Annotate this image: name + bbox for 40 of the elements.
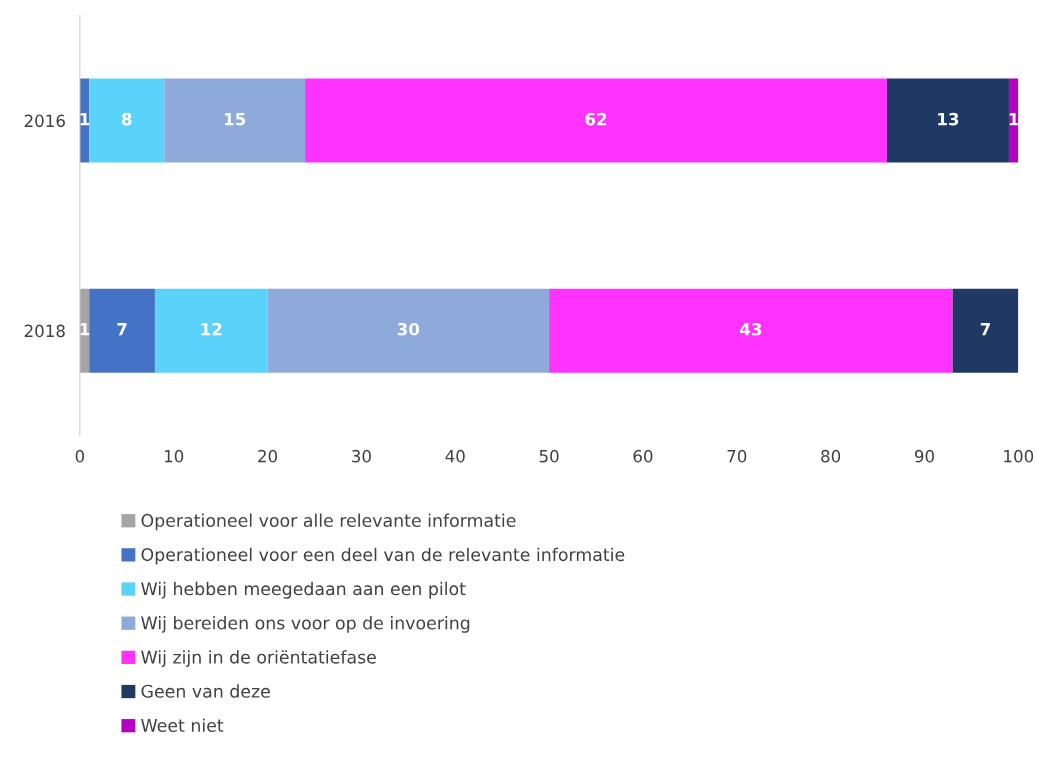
x-tick-label: 10 <box>164 449 184 463</box>
bar <box>549 288 953 373</box>
legend-label: Wij bereiden ons voor op de invoering <box>141 616 470 633</box>
bar <box>267 288 550 373</box>
data-label: 62 <box>585 112 607 126</box>
data-label: 1 <box>80 113 90 126</box>
bar <box>952 288 1019 373</box>
bar <box>305 78 887 163</box>
legend-label: Operationeel voor alle relevante informatie <box>141 513 516 531</box>
bar <box>164 78 306 163</box>
bar <box>886 78 1009 163</box>
data-label: 8 <box>121 112 132 126</box>
legend-label: Wij hebben meegedaan aan een pilot <box>141 581 466 599</box>
legend-label: Weet niet <box>141 718 224 732</box>
x-tick-label: 50 <box>539 449 559 463</box>
x-tick-label: 60 <box>633 449 653 463</box>
data-label: 7 <box>980 323 990 336</box>
x-tick-label: 100 <box>1004 449 1034 463</box>
data-label: 43 <box>740 322 762 336</box>
x-tick-label: 30 <box>352 449 371 463</box>
x-tick-label: 80 <box>821 449 841 463</box>
legend-label: Operationeel voor een deel van de relevante informatie <box>141 547 625 565</box>
y-tick-label: 2016 <box>24 114 65 128</box>
x-tick-label: 40 <box>445 449 465 463</box>
data-label: 15 <box>224 113 246 126</box>
legend-label: Wij zijn in de oriëntatiefase <box>141 650 376 667</box>
data-label: 12 <box>201 322 222 336</box>
legend-label: Geen van deze <box>141 684 270 698</box>
data-label: 7 <box>117 323 127 336</box>
y-tick-label: 2018 <box>24 324 65 338</box>
bar <box>89 78 165 163</box>
x-tick-label: 70 <box>727 449 747 463</box>
bar <box>89 288 155 373</box>
x-tick-label: 20 <box>258 449 278 463</box>
x-tick-label: 90 <box>914 449 934 463</box>
x-tick-label: 0 <box>75 449 85 463</box>
data-label: 30 <box>397 322 420 336</box>
bar <box>154 288 268 373</box>
data-label: 13 <box>938 112 959 126</box>
data-label: 1 <box>80 323 90 336</box>
